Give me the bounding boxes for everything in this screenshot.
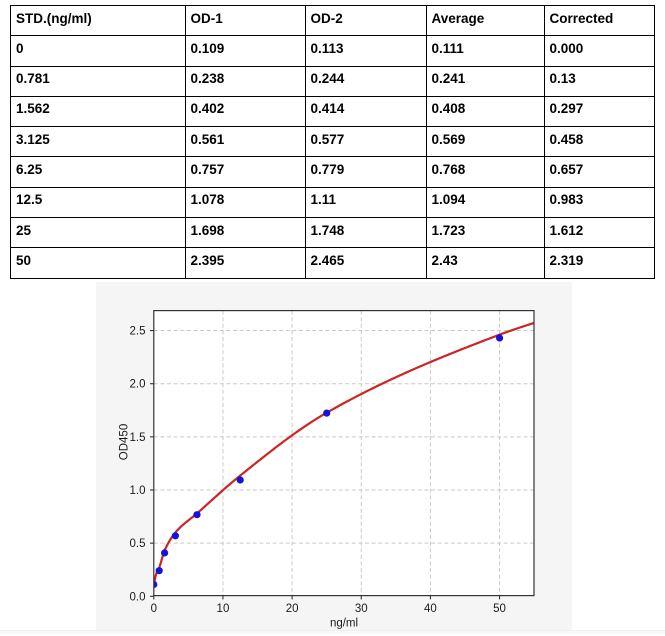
svg-text:0: 0 [151, 603, 157, 615]
svg-text:2.5: 2.5 [130, 326, 146, 338]
svg-text:10: 10 [217, 603, 230, 615]
svg-text:1.0: 1.0 [130, 485, 146, 497]
svg-text:0.0: 0.0 [130, 591, 146, 603]
svg-text:40: 40 [424, 603, 437, 615]
svg-text:30: 30 [355, 603, 368, 615]
svg-text:0.5: 0.5 [130, 538, 146, 550]
svg-text:20: 20 [286, 603, 299, 615]
svg-text:OD450: OD450 [119, 424, 131, 460]
svg-text:50: 50 [493, 603, 506, 615]
svg-text:2.0: 2.0 [130, 379, 146, 391]
svg-text:ng/ml: ng/ml [330, 618, 358, 630]
svg-text:1.5: 1.5 [130, 432, 146, 444]
